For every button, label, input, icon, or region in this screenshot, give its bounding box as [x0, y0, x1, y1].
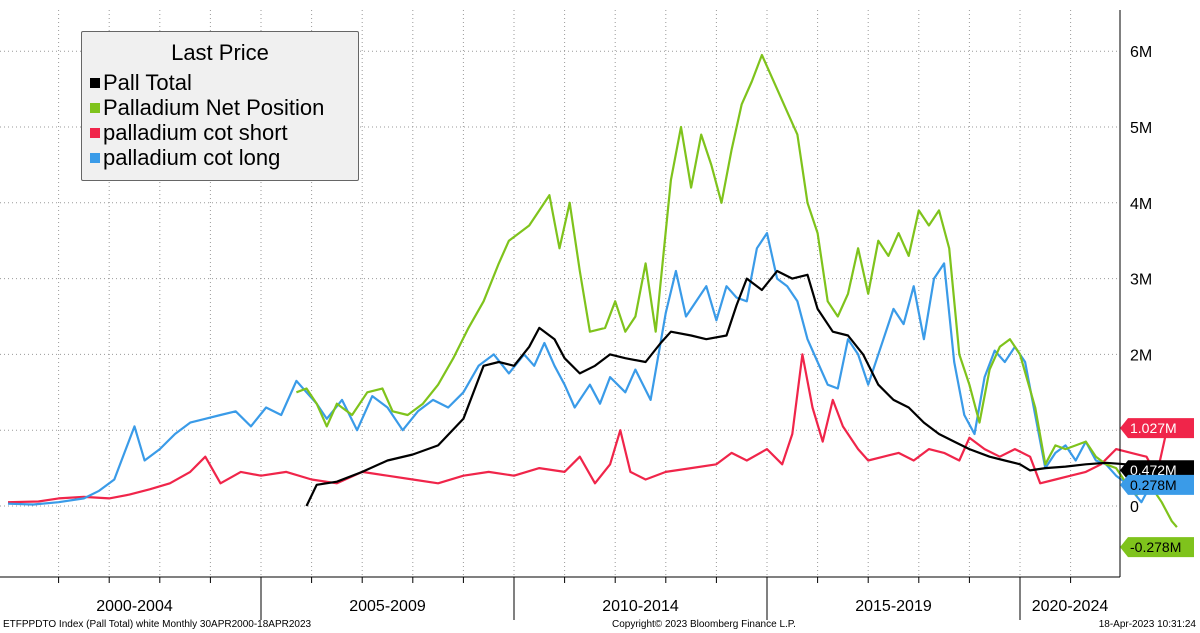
y-tick-label: 4M: [1130, 196, 1152, 213]
legend-swatch: [90, 128, 100, 138]
legend-label: Pall Total: [103, 70, 192, 95]
last-value-label: 0.278M: [1130, 477, 1177, 493]
y-tick-label: 6M: [1130, 44, 1152, 61]
y-tick-label: 0: [1130, 499, 1139, 516]
legend-label: palladium cot short: [103, 120, 288, 145]
footer-copyright: Copyright© 2023 Bloomberg Finance L.P.: [612, 619, 796, 630]
x-group-label: 2020-2024: [1032, 598, 1109, 615]
series-line-palladium-cot-short: [7, 353, 1178, 504]
legend-title: Last Price: [171, 40, 269, 65]
legend-item-pall-total: Pall Total: [90, 70, 192, 96]
series-line-palladium-cot-long: [7, 232, 1178, 506]
legend-label: palladium cot long: [103, 145, 281, 170]
legend-item-cot-long: palladium cot long: [90, 145, 280, 171]
last-value-tag: [1120, 537, 1194, 558]
legend: Last Price Pall Total Palladium Net Posi…: [81, 31, 359, 181]
legend-label: Palladium Net Position: [103, 95, 325, 120]
y-tick-label: 2M: [1130, 347, 1152, 364]
series-line-pall-total: [305, 269, 1178, 507]
x-group-label: 2000-2004: [96, 598, 173, 615]
x-group-label: 2005-2009: [349, 598, 426, 615]
x-group-label: 2015-2019: [855, 598, 932, 615]
y-tick-label: 3M: [1130, 272, 1152, 289]
y-tick-label: 5M: [1130, 120, 1152, 137]
legend-swatch: [90, 103, 100, 113]
last-value-label: 0.472M: [1130, 462, 1177, 478]
legend-swatch: [90, 78, 100, 88]
last-value-tag: [1120, 474, 1194, 495]
legend-item-net-position: Palladium Net Position: [90, 95, 324, 121]
last-value-label: -0.278M: [1130, 539, 1181, 555]
series-line-palladium-net-position: [296, 53, 1178, 528]
x-axis: 2000-2004 2005-2009 2010-2014 2015-2019 2020…: [0, 576, 1120, 620]
footer-source: ETFPPDTO Index (Pall Total) white Monthl…: [3, 619, 312, 630]
grid-lines: [0, 10, 1120, 577]
last-value-tag: [1120, 418, 1194, 439]
x-group-label: 2010-2014: [602, 598, 679, 615]
series-lines: [7, 53, 1178, 528]
footer-timestamp: 18-Apr-2023 10:31:24: [1098, 619, 1196, 630]
legend-swatch: [90, 153, 100, 163]
legend-item-cot-short: palladium cot short: [90, 120, 288, 146]
last-value-label: 1.027M: [1130, 420, 1177, 436]
